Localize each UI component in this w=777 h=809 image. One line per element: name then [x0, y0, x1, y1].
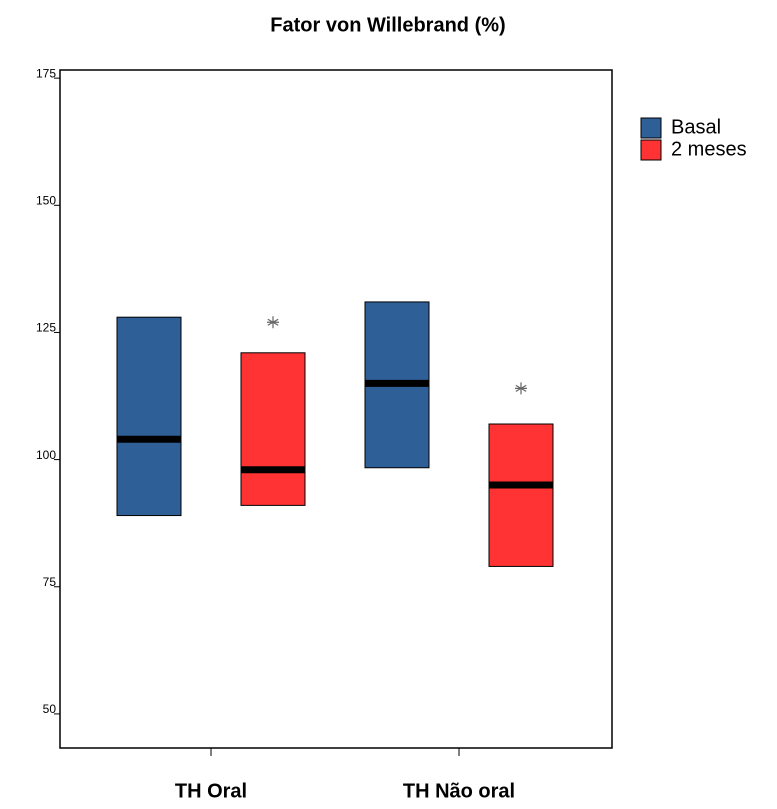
x-tick-label: TH Não oral: [403, 780, 515, 802]
outlier: [515, 382, 527, 395]
y-tick-label: 175: [36, 66, 56, 80]
x-tick-label: TH Oral: [175, 780, 247, 802]
outlier: [267, 316, 279, 329]
legend-label: 2 meses: [671, 138, 747, 160]
legend-label: Basal: [671, 116, 721, 138]
y-tick-label: 150: [36, 193, 56, 207]
chart-title: Fator von Willebrand (%): [270, 14, 505, 36]
y-tick-label: 50: [43, 702, 57, 716]
legend-swatch: [640, 117, 662, 139]
plot-frame: [59, 69, 613, 749]
box: [116, 316, 182, 517]
y-tick-label: 100: [36, 448, 56, 462]
box: [488, 423, 554, 567]
box: [240, 352, 306, 506]
y-tick-label: 75: [43, 575, 57, 589]
y-tick-label: 125: [36, 321, 56, 335]
legend-swatch: [640, 139, 662, 161]
